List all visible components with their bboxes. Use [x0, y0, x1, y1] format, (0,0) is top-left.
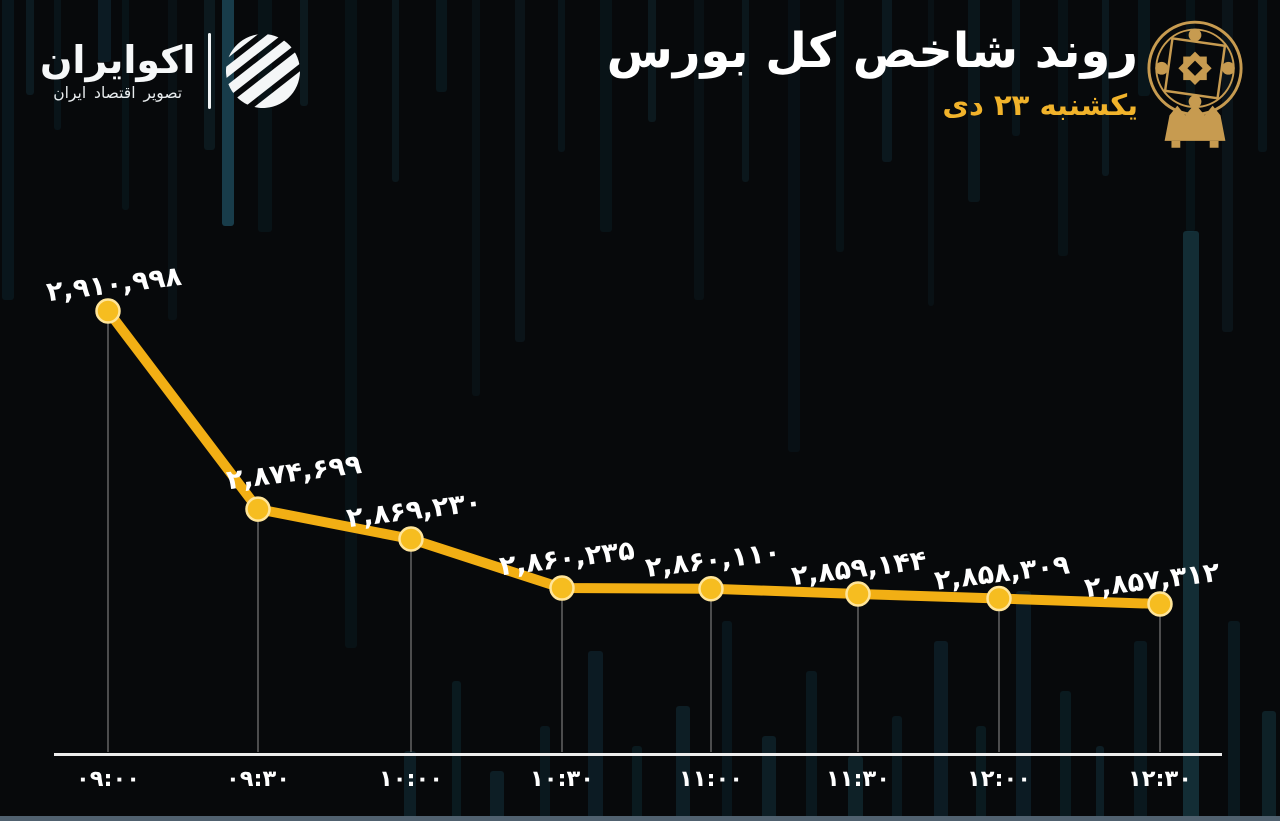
background-bar — [968, 0, 980, 202]
background-bar — [676, 706, 690, 821]
background-bar — [788, 0, 800, 452]
brand-name: اکوایران — [40, 37, 196, 82]
ecoiran-emblem-icon — [224, 32, 303, 110]
background-bar — [1183, 231, 1199, 821]
background-bar — [558, 0, 565, 152]
background-bar — [976, 726, 986, 821]
brand-divider — [208, 33, 212, 109]
value-label: ۲,۸۷۴,۶۹۹ — [225, 449, 364, 496]
background-bar — [26, 0, 34, 95]
background-bar — [515, 0, 525, 342]
background-bar — [1228, 621, 1240, 821]
background-bar — [934, 641, 948, 821]
background-bar — [632, 746, 642, 821]
trend-line — [103, 306, 1165, 609]
data-point-marker[interactable] — [986, 585, 1012, 612]
x-tick-label: ۱۰:۰۰ — [379, 766, 443, 792]
background-bar — [98, 0, 111, 62]
background-bar — [1016, 591, 1031, 821]
background-bar — [600, 0, 612, 232]
background-bar — [648, 0, 656, 122]
background-bar — [588, 651, 603, 821]
data-point-marker[interactable] — [845, 581, 871, 607]
data-point-marker[interactable] — [549, 575, 575, 601]
background-bar — [694, 0, 704, 300]
brand-logo: اکوایران تصویر اقتصاد ایران — [40, 32, 303, 110]
background-bar — [1102, 0, 1109, 176]
background-bar — [742, 0, 749, 182]
data-point-marker[interactable] — [398, 526, 424, 552]
x-tick-label: ۱۲:۳۰ — [1128, 766, 1192, 792]
bourse-emblem-icon — [1147, 20, 1243, 148]
background-bar — [404, 751, 416, 821]
background-bar — [762, 736, 776, 821]
background-bar — [392, 0, 399, 182]
background-bar — [345, 0, 357, 648]
x-tick-label: ۱۱:۰۰ — [679, 766, 743, 792]
background-bar — [1222, 0, 1233, 332]
background-bar — [436, 0, 447, 92]
background-bar — [222, 0, 234, 226]
background-bar — [2, 0, 14, 300]
header-titles: روند شاخص کل بورس یکشنبه ۲۳ دی — [606, 23, 1138, 123]
background-bar — [1012, 0, 1020, 136]
background-bar — [168, 0, 177, 320]
page-title: روند شاخص کل بورس — [606, 23, 1138, 79]
x-tick-label: ۱۲:۰۰ — [967, 766, 1031, 792]
background-bar — [1262, 711, 1276, 821]
background-bar — [882, 0, 892, 162]
background-bar — [892, 716, 902, 821]
x-tick-label: ۰۹:۰۰ — [76, 766, 140, 792]
date-label: یکشنبه ۲۳ دی — [942, 88, 1138, 123]
background-bar — [452, 681, 461, 821]
data-point-marker[interactable] — [95, 298, 121, 324]
background-bar — [1138, 0, 1150, 96]
background-bar — [928, 0, 934, 306]
background-bar — [54, 0, 61, 130]
background-bar — [1096, 746, 1104, 821]
background-bar — [490, 771, 504, 821]
background-bar — [722, 621, 732, 821]
brand-tagline: تصویر اقتصاد ایران — [53, 84, 183, 103]
brand-text-block: اکوایران تصویر اقتصاد ایران — [40, 37, 196, 103]
x-tick-label: ۰۹:۳۰ — [226, 766, 290, 792]
x-tick-label: ۱۱:۳۰ — [826, 766, 890, 792]
background-bar — [1134, 641, 1147, 821]
background-bar — [300, 0, 308, 106]
x-tick-label: ۱۰:۳۰ — [530, 766, 594, 792]
bottom-edge-strip — [0, 816, 1280, 821]
background-bar — [806, 671, 817, 821]
background-bar — [472, 0, 480, 396]
data-point-marker[interactable] — [698, 575, 724, 602]
background-bar — [848, 756, 863, 821]
background-bar — [1058, 0, 1068, 256]
data-point-marker[interactable] — [245, 496, 271, 522]
background-bar — [122, 0, 129, 210]
value-label: ۲,۸۶۰,۲۳۵ — [498, 535, 637, 582]
background-bar — [1258, 0, 1267, 152]
background-bar — [540, 726, 550, 821]
data-point-marker[interactable] — [1147, 591, 1173, 617]
background-bar — [836, 0, 844, 252]
